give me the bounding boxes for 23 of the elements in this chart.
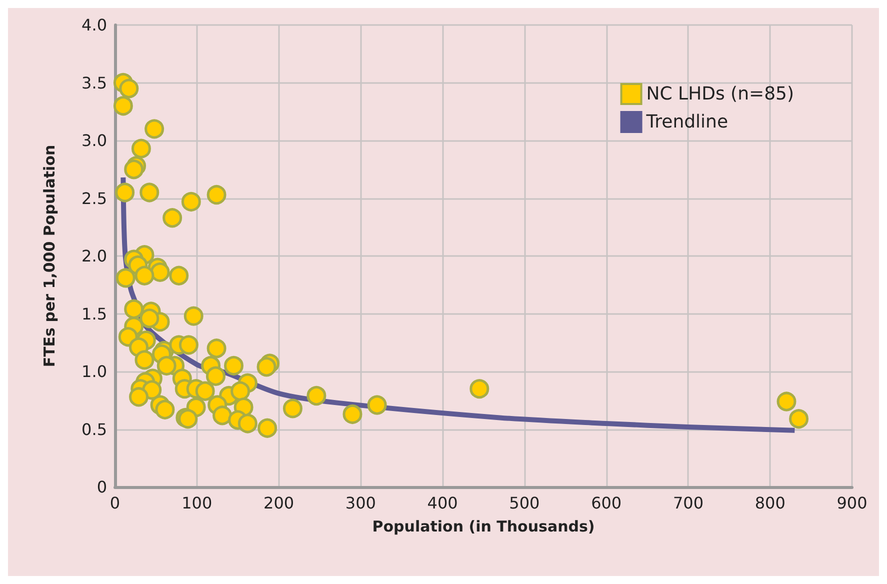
x-tick-label: 0 [110, 494, 120, 512]
y-tick-label: 2.5 [82, 188, 107, 208]
y-tick-label: 1.5 [82, 304, 107, 324]
x-tick-label: 400 [427, 494, 458, 512]
y-tick-label: 3.5 [82, 73, 107, 92]
y-tick-label: 3.0 [82, 131, 107, 150]
x-tick-label: 100 [182, 494, 212, 512]
x-tick-label: 800 [754, 494, 786, 512]
y-axis-title: FTEs per 1,000 Population [40, 144, 58, 368]
x-tick-label: 500 [509, 494, 540, 512]
y-tick-label: 1.0 [82, 362, 107, 381]
legend-label: Trendline [645, 112, 728, 132]
y-tick-label: 0 [96, 478, 107, 496]
x-tick-label: 900 [836, 494, 868, 512]
y-tick-label: 0.5 [82, 420, 107, 439]
x-tick-label: 600 [591, 494, 622, 512]
x-tick-label: 300 [345, 494, 376, 512]
y-tick-label: 4.0 [82, 16, 107, 34]
legend-label: NC LHDs (n=85) [646, 84, 794, 104]
x-tick-label: 700 [672, 494, 704, 512]
y-tick-label: 2.0 [82, 246, 107, 266]
x-tick-label: 200 [264, 494, 294, 512]
x-axis-title: Population (in Thousands) [372, 518, 595, 536]
